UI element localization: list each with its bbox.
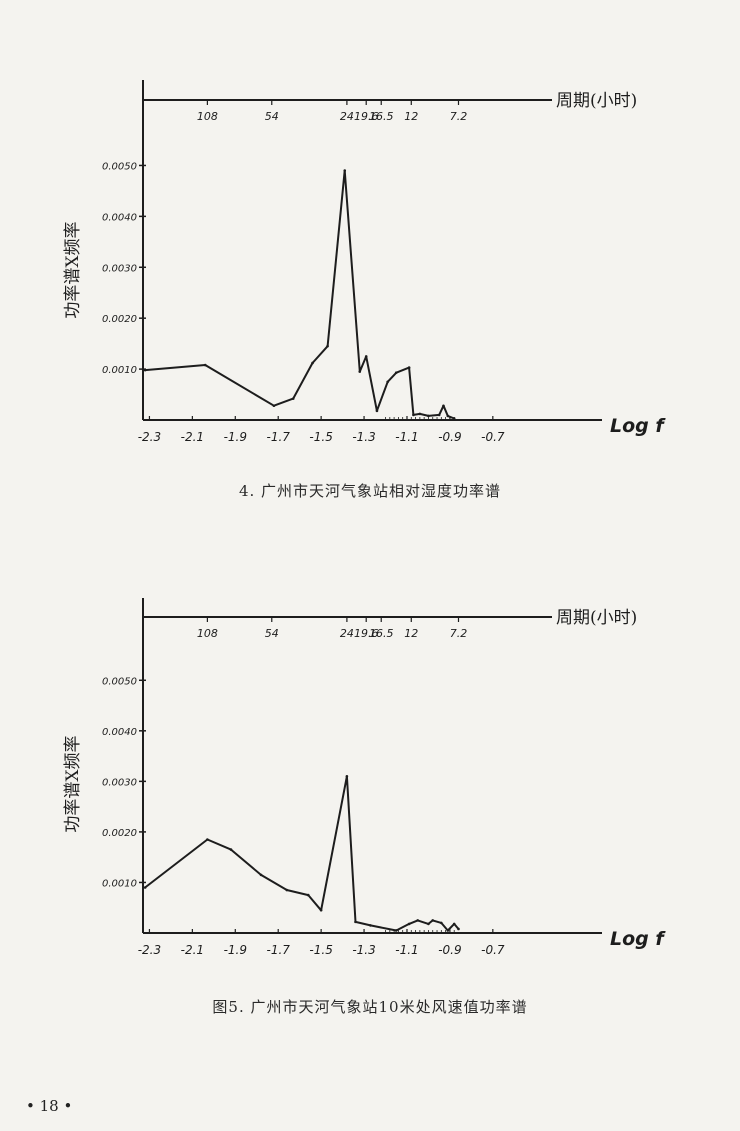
y-tick-label: 0.0020 [102, 314, 137, 325]
period-tick-label: 12 [404, 110, 418, 123]
series-point [354, 920, 357, 924]
period-tick-label: 16.5 [369, 110, 394, 123]
period-axis-title: 周期(小时) [556, 91, 637, 111]
y-axis-title: 功率谱X频率 [63, 735, 83, 832]
series-point [143, 886, 147, 889]
series-point [440, 921, 443, 925]
x-tick-label: -1.5 [309, 430, 332, 444]
series-point [306, 893, 310, 897]
wind-speed-power-spectrum-chart: 0.0010 0.0020 0.0030 0.0040 0.0050 -2.3 -2.1 -1… [63, 598, 666, 957]
x-tick-label: -1.7 [266, 430, 290, 444]
figure-4-caption: 4. 广州市天河气象站相对湿度功率谱 [238, 482, 502, 500]
y-tick-label: 0.0050 [102, 161, 137, 172]
x-tick-label: -0.9 [438, 430, 461, 444]
x-tick-label: -1.3 [352, 943, 375, 957]
series-point [343, 169, 347, 172]
x-tick-label: -2.3 [138, 430, 161, 444]
figure-5-caption: 图5. 广州市天河气象站10米处风速值功率谱 [212, 998, 528, 1016]
series-point [386, 380, 389, 384]
series-point [311, 361, 314, 365]
series-point [412, 413, 415, 417]
series-point [345, 775, 349, 778]
series-point [229, 848, 233, 851]
period-axis-title: 周期(小时) [556, 608, 637, 628]
y-tick-label: 0.0040 [102, 727, 137, 738]
period-tick-label: 12 [404, 627, 418, 640]
page-number: • 18 • [26, 1097, 73, 1115]
period-tick-label: 19.6 [354, 110, 379, 123]
x-tick-label: -1.9 [224, 430, 247, 444]
series-point [452, 417, 456, 420]
series-point [143, 368, 147, 372]
x-tick-label: -2.1 [181, 430, 204, 444]
series-point [375, 409, 379, 413]
series-point [427, 414, 430, 418]
x-tick-label: -1.5 [309, 943, 332, 957]
series-point [442, 404, 445, 408]
series-point [285, 888, 289, 892]
series-point [418, 412, 422, 416]
series-point [291, 397, 295, 400]
y-tick-label: 0.0040 [102, 212, 137, 223]
y-tick-label: 0.0020 [102, 828, 137, 839]
y-tick-label: 0.0050 [102, 676, 137, 687]
series-point [452, 922, 456, 926]
series-point [457, 927, 460, 931]
period-tick-label: 108 [197, 110, 218, 123]
x-tick-label: -1.3 [352, 430, 375, 444]
series-point [272, 404, 276, 408]
series-point [206, 838, 209, 841]
series-line [145, 169, 455, 420]
series-point [446, 414, 450, 418]
series-point [446, 929, 450, 932]
period-tick-label: 7.2 [450, 110, 468, 123]
x-axis-title: Log f [610, 415, 666, 437]
x-axis-title: Log f [610, 928, 666, 950]
series-point [437, 413, 441, 417]
period-tick-label: 7.2 [450, 627, 468, 640]
x-tick-label: -2.3 [138, 943, 161, 957]
x-tick-label: -1.1 [395, 430, 418, 444]
y-tick-label: 0.0010 [102, 365, 137, 376]
period-tick-label: 24 [340, 110, 354, 123]
y-axis-title: 功率谱X频率 [63, 221, 83, 318]
x-tick-label: -2.1 [181, 943, 204, 957]
y-tick-label: 0.0030 [102, 263, 137, 274]
x-tick-label: -1.1 [395, 943, 418, 957]
series-point [203, 363, 207, 367]
period-tick-label: 54 [265, 110, 279, 123]
series-point [407, 366, 411, 369]
series-point [364, 355, 368, 358]
series-point [259, 873, 263, 877]
y-tick-label: 0.0010 [102, 878, 137, 889]
period-tick-label: 16.5 [369, 627, 394, 640]
x-tick-label: -1.7 [266, 943, 290, 957]
x-tick-label: -0.7 [481, 943, 505, 957]
x-tick-label: -0.7 [481, 430, 505, 444]
series-point [326, 344, 329, 348]
series-point [407, 922, 411, 926]
series-point [394, 371, 398, 374]
series-point [416, 919, 420, 922]
series-point [319, 908, 323, 912]
period-tick-label: 108 [197, 627, 218, 640]
series-line [144, 775, 460, 932]
series-point [369, 924, 372, 927]
x-tick-label: -1.9 [224, 943, 247, 957]
period-tick-label: 24 [340, 627, 354, 640]
x-tick-label: -0.9 [438, 943, 461, 957]
period-tick-label: 54 [265, 627, 279, 640]
period-tick-label: 19.6 [354, 627, 379, 640]
series-point [394, 929, 398, 932]
humidity-power-spectrum-chart: 0.0010 0.0020 0.0030 0.0040 0.0050 -2.3 -2.1 -1… [63, 80, 666, 444]
series-point [427, 922, 430, 926]
y-tick-label: 0.0030 [102, 777, 137, 788]
series-point [431, 919, 435, 922]
series-point [358, 370, 362, 373]
